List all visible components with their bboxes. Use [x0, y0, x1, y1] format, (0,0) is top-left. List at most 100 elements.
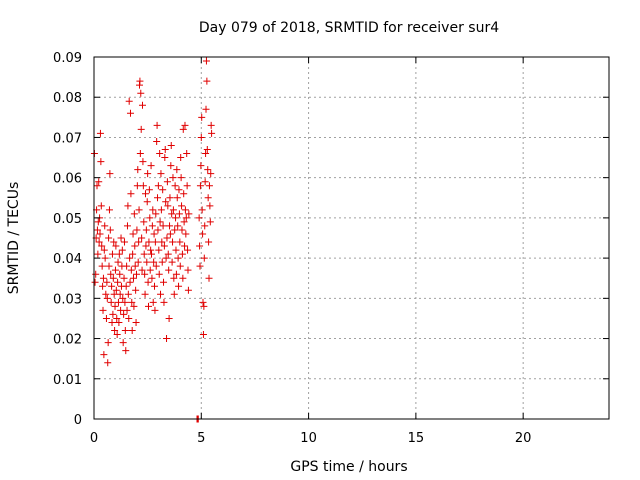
data-point: [98, 242, 106, 250]
data-point: [195, 214, 203, 222]
data-point: [169, 238, 177, 246]
data-point: [106, 170, 114, 178]
data-point: [161, 146, 169, 154]
data-point: [138, 266, 146, 274]
data-point: [125, 314, 133, 322]
data-point: [164, 250, 172, 258]
data-point: [142, 190, 149, 198]
data-point: [181, 242, 189, 250]
data-point: [120, 274, 128, 282]
data-point: [91, 278, 99, 286]
data-point: [146, 214, 154, 222]
data-point: [140, 218, 148, 226]
data-point: [178, 202, 186, 210]
data-point: [107, 298, 115, 306]
data-point: [181, 121, 189, 129]
data-point: [101, 254, 109, 262]
data-point: [108, 282, 116, 290]
data-point: [147, 162, 155, 170]
data-point: [167, 141, 175, 149]
y-tick-label: 0.06: [53, 172, 82, 187]
data-point: [154, 194, 162, 202]
data-point: [111, 266, 119, 274]
data-point: [132, 318, 140, 326]
data-point: [155, 246, 163, 254]
data-point: [150, 230, 158, 238]
data-point: [110, 290, 118, 298]
data-point: [179, 125, 187, 133]
data-point: [166, 222, 174, 230]
data-point: [151, 238, 159, 246]
data-point: [102, 290, 110, 298]
data-point: [202, 57, 210, 65]
data-point: [162, 254, 170, 262]
data-point: [173, 166, 181, 174]
data-point: [126, 278, 134, 286]
data-point: [160, 242, 168, 250]
data-point: [112, 286, 120, 294]
data-point: [156, 218, 164, 226]
data-point: [107, 270, 115, 278]
data-point: [201, 178, 209, 186]
x-axis-label: GPS time / hours: [290, 459, 407, 475]
data-point: [114, 258, 122, 266]
data-point: [104, 359, 112, 367]
data-point: [109, 310, 117, 318]
data-point: [157, 290, 165, 298]
x-tick-label: 15: [408, 431, 425, 446]
data-point: [183, 150, 191, 158]
data-point: [124, 202, 132, 210]
data-point: [133, 226, 141, 234]
data-point: [180, 190, 188, 198]
data-point: [158, 238, 166, 246]
data-point: [160, 298, 168, 306]
data-point: [130, 302, 138, 310]
data-point: [199, 230, 207, 238]
data-point: [153, 121, 161, 129]
data-point: [131, 262, 139, 270]
y-tick-label: 0.08: [53, 91, 82, 106]
data-point: [145, 238, 153, 246]
data-point: [125, 97, 133, 105]
data-points: [90, 57, 216, 423]
data-point: [178, 250, 186, 258]
data-point: [94, 250, 102, 258]
data-point: [126, 109, 134, 117]
data-point: [149, 206, 157, 214]
data-point: [96, 129, 104, 137]
data-point: [137, 89, 145, 97]
data-point: [123, 306, 131, 314]
data-point: [171, 182, 179, 190]
data-point: [106, 226, 114, 234]
data-point: [141, 290, 149, 298]
data-point: [182, 214, 190, 222]
data-point: [177, 154, 185, 162]
data-point: [152, 210, 160, 218]
data-point: [154, 182, 162, 190]
data-point: [128, 327, 136, 335]
data-point: [196, 182, 204, 190]
data-point: [203, 146, 211, 154]
data-point: [142, 242, 150, 250]
data-point: [134, 258, 142, 266]
data-point: [184, 286, 192, 294]
data-point: [207, 170, 215, 178]
data-point: [143, 258, 151, 266]
data-point: [205, 238, 213, 246]
data-point: [142, 226, 150, 234]
data-point: [180, 218, 188, 226]
data-point: [114, 278, 122, 286]
data-point: [199, 331, 207, 339]
data-point: [132, 286, 140, 294]
data-point: [133, 182, 141, 190]
data-point: [207, 121, 215, 129]
data-point: [99, 306, 107, 314]
data-point: [204, 194, 212, 202]
data-point: [148, 274, 156, 282]
chart-title: Day 079 of 2018, SRMTID for receiver sur…: [199, 20, 499, 36]
data-point: [172, 270, 180, 278]
data-point: [145, 186, 153, 194]
data-point: [103, 278, 111, 286]
y-tick-label: 0.05: [53, 212, 82, 227]
